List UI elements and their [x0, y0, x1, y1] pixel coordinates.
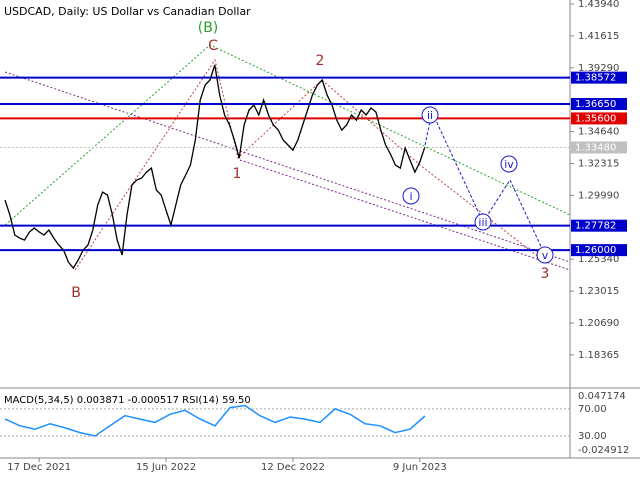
price-label-box [571, 244, 627, 257]
price-label: 1.26000 [575, 245, 616, 256]
wave-label: B [71, 285, 81, 301]
wave-label: i [409, 190, 412, 203]
rsi-line [4, 404, 426, 437]
y-tick-label: 1.32315 [578, 158, 619, 169]
trend-line [4, 71, 571, 263]
x-tick-label: 15 Jun 2022 [136, 462, 196, 473]
axis-label: 0.047174 [578, 391, 626, 402]
price-label: 1.36650 [575, 99, 616, 110]
y-tick-label: 1.29990 [578, 190, 619, 201]
x-tick-label: 17 Dec 2021 [7, 462, 71, 473]
price-line [4, 64, 426, 270]
wave-label: 3 [541, 266, 550, 282]
x-tick-label: 12 Dec 2022 [261, 462, 325, 473]
wave-label: (B) [198, 20, 219, 36]
wave-label: 1 [233, 166, 242, 182]
wave-circle [421, 106, 439, 124]
y-tick-label: 1.41615 [578, 31, 619, 42]
price-label: 1.38572 [575, 73, 616, 84]
y-tick-label: 1.34640 [578, 127, 619, 138]
wave-circle [474, 213, 492, 231]
indicator-title: MACD(5,34,5) 0.003871 -0.000517 RSI(14) … [4, 395, 251, 406]
wave-label: v [542, 249, 549, 262]
price-label-box [571, 219, 627, 232]
wave-circle [500, 155, 518, 173]
price-label-box [571, 141, 627, 154]
y-tick-label: 1.39290 [578, 63, 619, 74]
wave-circle [402, 187, 420, 205]
axis-label: -0.024912 [578, 445, 629, 456]
wave-label: C [208, 38, 218, 54]
price-label: 1.27782 [575, 221, 616, 232]
price-label: 1.35600 [575, 113, 616, 124]
y-tick-label: 1.25340 [578, 254, 619, 265]
y-tick-label: 70.00 [578, 404, 607, 415]
y-tick-label: 1.18365 [578, 350, 619, 361]
wave-label: ii [427, 109, 433, 122]
price-label-box [571, 112, 627, 125]
y-tick-label: 1.43940 [578, 0, 619, 10]
wave-circle [536, 246, 554, 264]
y-tick-label: 30.00 [578, 431, 607, 442]
price-label-box [571, 71, 627, 84]
wave-label: iv [504, 158, 514, 171]
chart-title: USDCAD, Daily: US Dollar vs Canadian Dol… [4, 5, 251, 18]
price-label-box [571, 98, 627, 111]
wave-label: iii [478, 216, 487, 229]
price-label: 1.33480 [575, 142, 616, 153]
wave-line [4, 44, 571, 226]
y-tick-label: 1.23015 [578, 286, 619, 297]
trend-line [239, 159, 571, 271]
wave-label: 2 [316, 53, 325, 69]
x-tick-label: 9 Jun 2023 [393, 462, 447, 473]
y-tick-label: 1.20690 [578, 318, 619, 329]
